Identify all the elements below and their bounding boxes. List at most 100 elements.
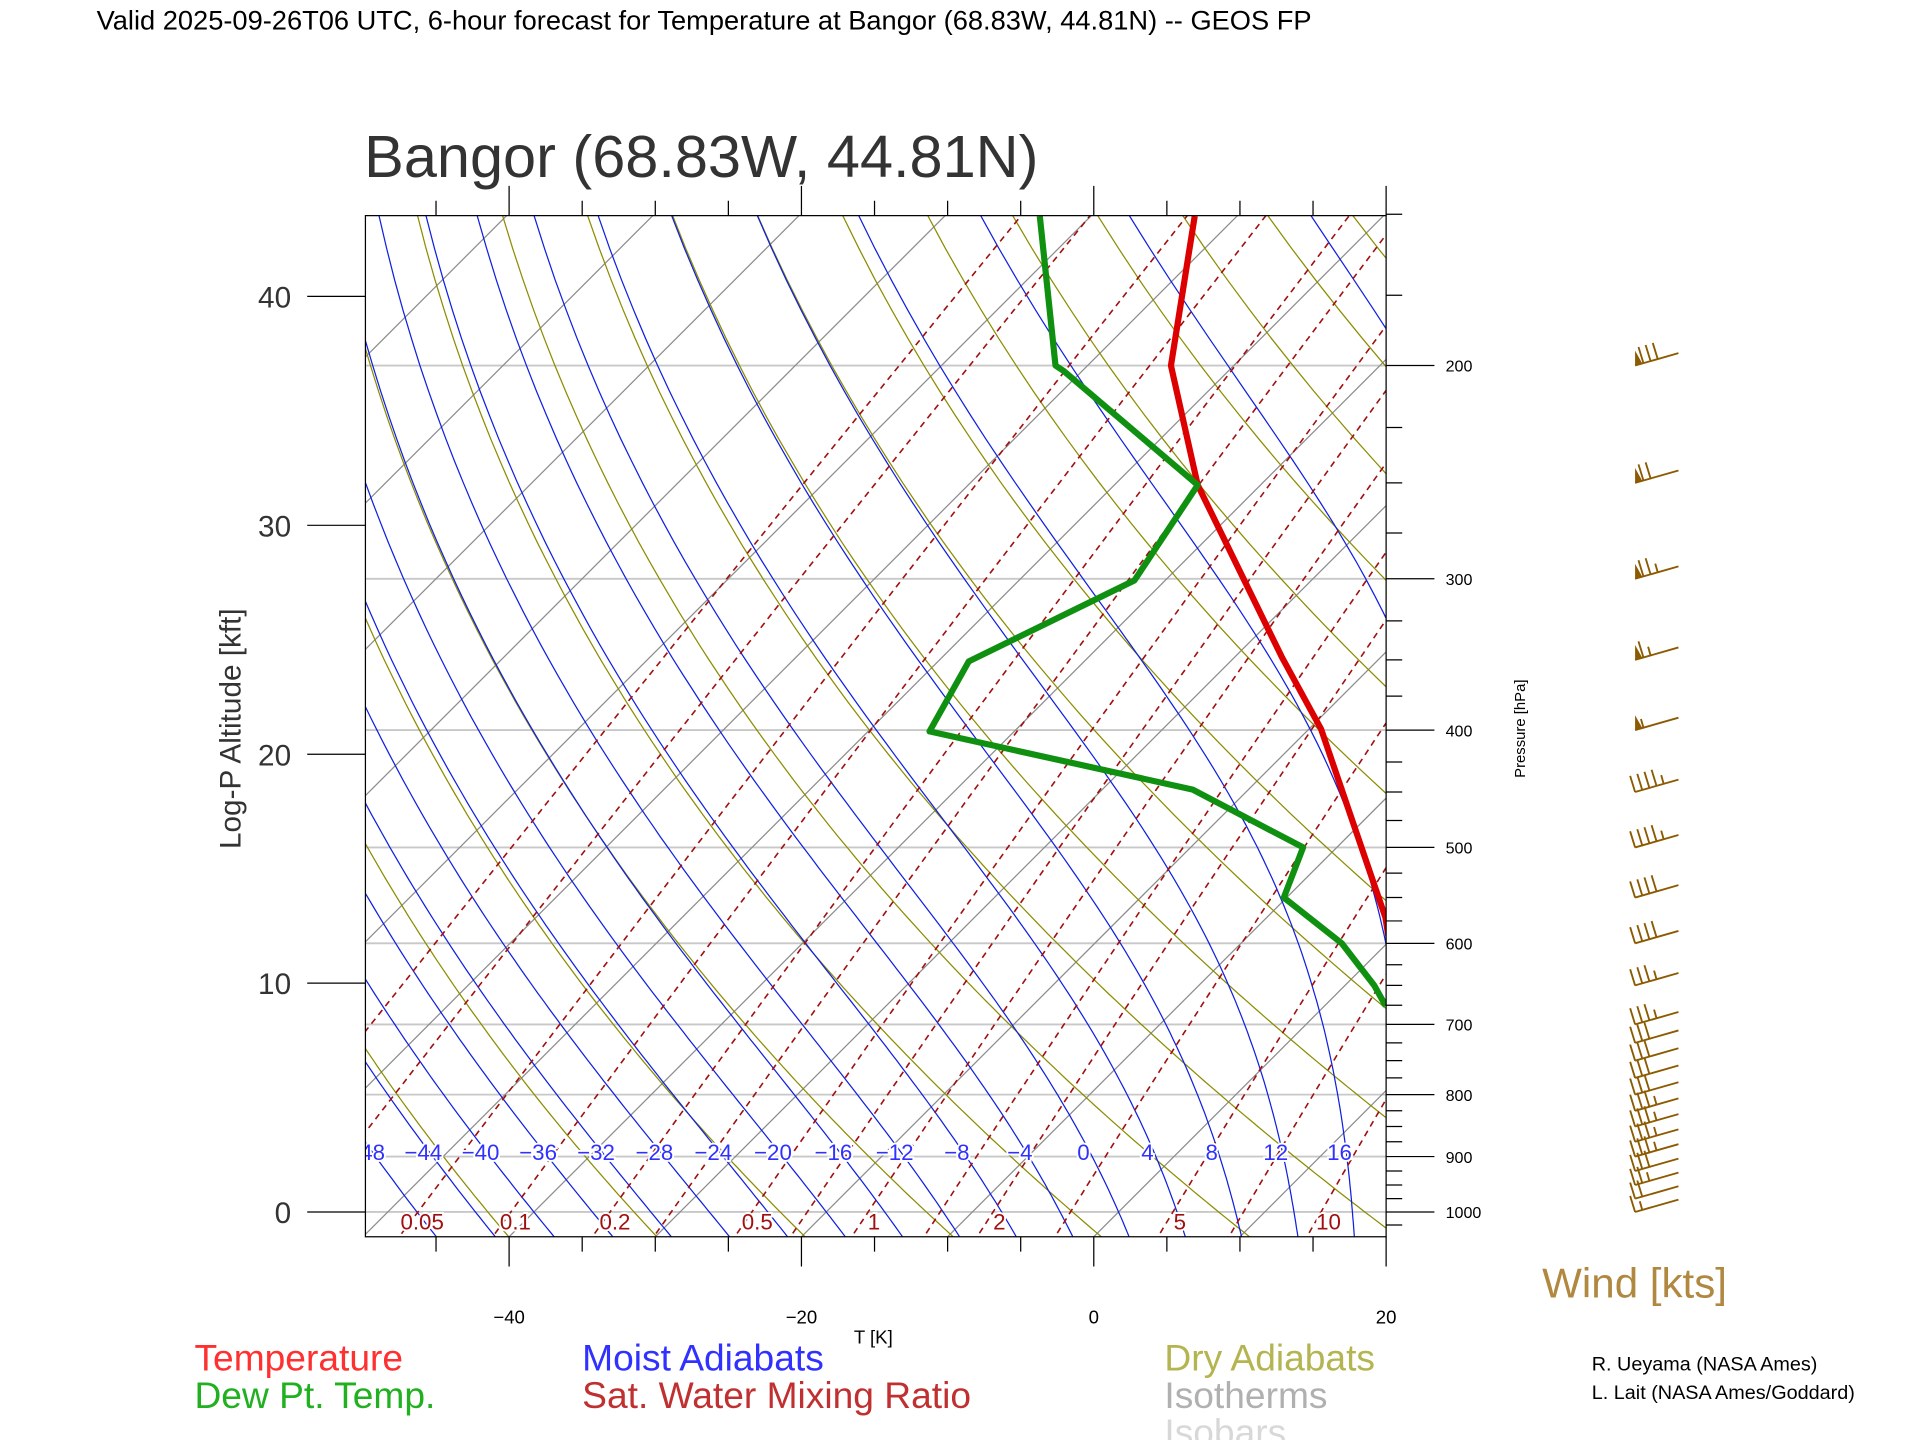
wind-barb: [1629, 1136, 1679, 1158]
barb-full: [1629, 1195, 1636, 1213]
barb-full: [1629, 1008, 1636, 1025]
barb-full: [1643, 826, 1651, 844]
barb-half: [1660, 830, 1665, 840]
isotherm-line: [800, 650, 1387, 1237]
moist-adiabat-label: −24: [694, 1140, 732, 1165]
barb-full: [1629, 831, 1636, 848]
barb-full: [1636, 1138, 1644, 1155]
barb-full: [1643, 1090, 1651, 1107]
mixing-ratio-line: [398, 215, 1189, 1237]
temperature-line: [1167, 215, 1387, 942]
barb-staff: [1634, 469, 1679, 484]
barb-full: [1650, 875, 1658, 892]
barb-full: [1651, 342, 1659, 360]
mixing-ratio-label: 2: [993, 1209, 1005, 1234]
dry-adiabat-line: [501, 215, 1251, 1237]
mixing-ratio-line: [1396, 178, 1920, 1243]
wind-barb: [1629, 1057, 1679, 1079]
moist-adiabat-label: 0: [1077, 1140, 1089, 1165]
barb-full: [1636, 1152, 1644, 1170]
barb-full: [1636, 1059, 1644, 1077]
moist-adiabat-label: −44: [404, 1140, 442, 1165]
barb-full: [1629, 1140, 1636, 1157]
x-axis-label: T [K]: [854, 1326, 893, 1347]
dry-adiabat-line: [1182, 215, 1387, 475]
dry-adiabat-line: [365, 346, 955, 1237]
barb-full: [1637, 641, 1645, 658]
moist-adiabat-label: −20: [754, 1140, 792, 1165]
barb-pennant: [1635, 563, 1643, 579]
background-lines: [0, 178, 1920, 1243]
barb-staff: [1634, 646, 1679, 661]
wind-label: Wind [kts]: [1542, 1259, 1727, 1306]
moist-adiabat-line: [858, 215, 1355, 1237]
barb-full: [1636, 1024, 1644, 1042]
barb-full: [1643, 1057, 1651, 1075]
header-title: Valid 2025-09-26T06 UTC, 6-hour forecast…: [97, 5, 1312, 36]
dry-adiabat-line: [416, 215, 1103, 1237]
barb-full: [1629, 1026, 1636, 1044]
barb-half: [1653, 1009, 1658, 1019]
barb-full: [1643, 877, 1651, 894]
barb-pennant: [1635, 644, 1643, 660]
moist-adiabat-line: [756, 215, 1299, 1237]
moist-adiabat-line: [533, 215, 1130, 1237]
barb-staff: [1634, 1081, 1679, 1096]
barb-staff: [1634, 1029, 1679, 1044]
mixing-ratio-label: 10: [1316, 1209, 1341, 1234]
barb-staff: [1634, 884, 1679, 899]
pressure-tick-label: 600: [1446, 936, 1473, 954]
dry-adiabat-line: [1492, 178, 1920, 1243]
moist-adiabat-line: [365, 978, 555, 1237]
moist-adiabat-line: [365, 892, 614, 1237]
dry-adiabat-line: [0, 178, 365, 1243]
barb-full: [1643, 1040, 1651, 1057]
barb-full: [1629, 1061, 1636, 1079]
barb-full: [1644, 462, 1652, 479]
barb-full: [1650, 920, 1658, 938]
moist-adiabat-label: −48: [347, 1140, 385, 1165]
altitude-tick-label: 40: [258, 282, 291, 315]
barb-half: [1653, 1111, 1658, 1121]
mixing-ratio-line: [789, 389, 1387, 1237]
moist-adiabat-line: [671, 215, 1243, 1237]
mixing-ratio-label: 0.5: [742, 1209, 773, 1234]
pressure-tick-label: 500: [1446, 840, 1473, 858]
mixing-ratio-label: 1: [868, 1209, 880, 1234]
moist-adiabat-label: 12: [1263, 1140, 1288, 1165]
wind-barb: [1629, 1106, 1679, 1128]
barb-full: [1643, 1022, 1651, 1040]
credit-line-1: R. Ueyama (NASA Ames): [1592, 1354, 1818, 1376]
moist-adiabat-label: −8: [944, 1140, 969, 1165]
dry-adiabat-line: [365, 1047, 510, 1237]
dry-adiabat-line: [365, 616, 806, 1237]
mixing-ratio-line: [923, 550, 1387, 1237]
barb-full: [1643, 1106, 1651, 1123]
mixing-ratio-line: [976, 618, 1387, 1237]
barb-pennant: [1635, 715, 1643, 731]
wind-barb: [1634, 641, 1679, 661]
isotherm-line: [0, 178, 398, 1243]
legend-isobars: Isobars: [1164, 1411, 1286, 1440]
wind-barb: [1634, 557, 1679, 580]
credit-line-2: L. Lait (NASA Ames/Goddard): [1592, 1382, 1855, 1404]
barb-full: [1636, 773, 1644, 791]
moist-adiabat-label: −16: [814, 1140, 852, 1165]
mixing-ratio-line: [591, 215, 1351, 1237]
plot-frame: [364, 215, 1387, 1238]
legend-isotherms: Isotherms: [1164, 1374, 1327, 1416]
isotherm-line: [1526, 178, 1920, 1243]
line-labels: −48 −44 −40 −36 −32 −28 −24 −20 −16 −12 −8 −4 0 4 8 12 1…: [347, 1138, 1353, 1236]
barb-full: [1636, 879, 1644, 896]
legend-mixing-ratio: Sat. Water Mixing Ratio: [582, 1374, 971, 1416]
barb-full: [1636, 1092, 1644, 1110]
moist-adiabat-line: [365, 1060, 497, 1237]
dry-adiabat-line: [1097, 215, 1387, 582]
barb-half: [1647, 646, 1652, 656]
legend-dry-adiabats: Dry Adiabats: [1164, 1337, 1375, 1379]
barb-half: [1653, 1141, 1658, 1151]
barb-full: [1637, 560, 1645, 577]
moist-adiabat-line: [476, 215, 1074, 1237]
barb-staff: [1634, 778, 1679, 793]
dry-adiabat-line: [1408, 178, 1920, 1243]
